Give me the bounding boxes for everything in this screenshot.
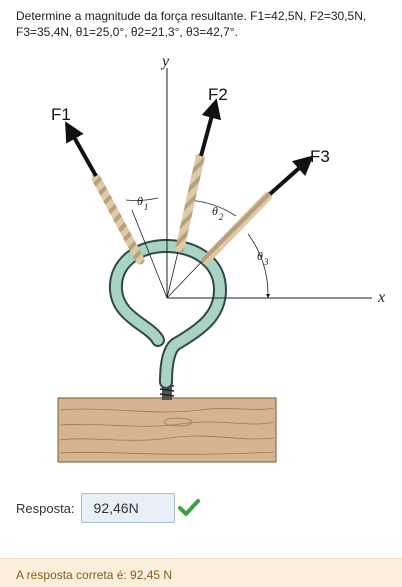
f1-label: F1: [51, 105, 71, 124]
answer-label: Resposta:: [16, 500, 75, 516]
question-text: Determine a magnitude da força resultant…: [16, 9, 367, 39]
f3-label: F3: [310, 147, 330, 166]
theta1-label: θ1: [137, 194, 148, 212]
theta3-arc: [247, 233, 271, 298]
wood-block: [57, 397, 277, 463]
f3-arrow: [268, 155, 314, 196]
theta2-label: θ2: [212, 204, 224, 222]
eye-bolt: [108, 238, 228, 389]
rope-1: [91, 173, 145, 265]
answer-row: Resposta: 92,46N: [16, 492, 201, 524]
feedback-banner: A resposta correta é: 92,45 N: [0, 558, 402, 587]
axes: [131, 68, 372, 299]
y-axis-label: y: [160, 53, 170, 70]
force-diagram: y x F1 F2 F3 θ1 θ2 θ3: [51, 53, 385, 463]
f1-arrow: [65, 121, 98, 177]
theta1-arc: [125, 197, 159, 201]
f2-label: F2: [208, 85, 228, 104]
f2-arrow: [199, 98, 222, 157]
rope-3: [201, 191, 273, 265]
theta3-label: θ3: [257, 249, 269, 267]
answer-input[interactable]: 92,46N: [80, 493, 175, 523]
x-axis-label: x: [377, 289, 385, 306]
check-icon: [177, 499, 200, 516]
rope-2: [175, 153, 205, 253]
